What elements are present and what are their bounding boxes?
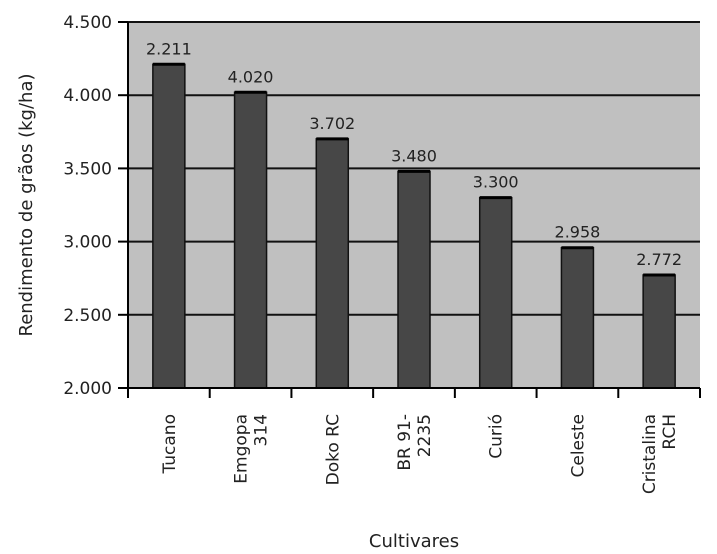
data-label: 2.958 — [555, 223, 601, 242]
data-label: 3.702 — [309, 114, 355, 133]
x-tick-label: Cristalina RCH — [640, 414, 680, 494]
data-label: 4.020 — [228, 67, 274, 86]
data-label: 3.300 — [473, 173, 519, 192]
x-tick-label-line: Cristalina — [640, 414, 660, 494]
data-labels: 2.211 4.020 3.702 3.480 3.300 2.958 2.772 — [146, 39, 682, 269]
x-tick-labels: Tucano Emgopa 314 Doko RC BR 91- 2235 Curió Cel… — [160, 414, 680, 494]
x-tick-label: Celeste — [568, 414, 588, 478]
y-tick-label: 2.000 — [63, 379, 112, 399]
y-tick-label: 4.500 — [63, 13, 112, 33]
x-tick-label-line: Celeste — [568, 414, 588, 478]
data-label: 3.480 — [391, 146, 437, 165]
x-tick-label-line: Curió — [487, 414, 507, 459]
y-tick-label: 2.500 — [63, 306, 112, 326]
x-tick-label: Doko RC — [323, 414, 343, 485]
y-tick-label: 3.500 — [63, 159, 112, 179]
bar — [152, 63, 186, 389]
x-tick-label-line: RCH — [660, 414, 680, 450]
y-tick-labels: 2.000 2.500 3.000 3.500 4.000 4.500 — [63, 13, 112, 399]
bar — [397, 170, 431, 389]
bar — [233, 91, 268, 389]
bar — [315, 138, 350, 389]
x-tick-label-line: BR 91- — [395, 414, 415, 471]
bar — [478, 196, 513, 389]
y-tick-label: 3.000 — [63, 233, 112, 253]
x-tick-label-line: Emgopa — [232, 414, 252, 484]
y-axis-title: Rendimento de grãos (kg/ha) — [16, 73, 37, 336]
x-axis-title: Cultivares — [369, 531, 459, 552]
data-label: 2.211 — [146, 39, 192, 58]
x-tick-label-line: Doko RC — [323, 414, 343, 485]
x-tick-label-line: 2235 — [415, 414, 435, 457]
bar — [560, 246, 595, 389]
axes — [118, 21, 701, 398]
y-tick-label: 4.000 — [63, 86, 112, 106]
bar — [642, 274, 676, 389]
x-tick-label: Curió — [487, 414, 507, 459]
x-tick-label: Emgopa 314 — [232, 414, 272, 484]
x-tick-label-line: 314 — [252, 414, 272, 446]
data-label: 2.772 — [636, 250, 682, 269]
x-tick-label: Tucano — [160, 414, 180, 475]
x-tick-label-line: Tucano — [160, 414, 180, 475]
x-tick-label: BR 91- 2235 — [395, 414, 435, 471]
